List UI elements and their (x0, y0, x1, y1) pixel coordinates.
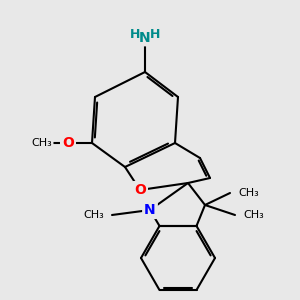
Text: CH₃: CH₃ (32, 138, 52, 148)
Text: CH₃: CH₃ (243, 210, 264, 220)
Text: O: O (134, 183, 146, 197)
Text: O: O (62, 136, 74, 150)
Text: CH₃: CH₃ (238, 188, 259, 198)
Text: N: N (144, 203, 156, 217)
Text: H: H (130, 28, 140, 41)
Text: N: N (139, 31, 151, 45)
Text: H: H (150, 28, 160, 41)
Text: CH₃: CH₃ (83, 210, 104, 220)
